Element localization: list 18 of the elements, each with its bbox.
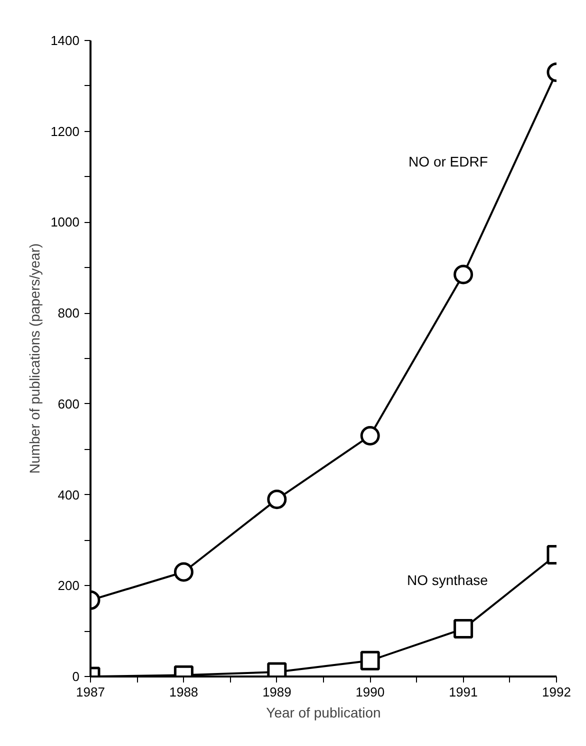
x-axis-title: Year of publication <box>266 704 381 720</box>
y-tick-label: 600 <box>58 396 80 412</box>
y-axis-title: Number of publications (papers/year) <box>26 243 43 474</box>
x-tick-label: 1988 <box>169 684 198 700</box>
x-tick-label: 1987 <box>76 684 105 700</box>
x-tick-label: 1992 <box>542 684 571 700</box>
y-tick-label: 0 <box>72 669 80 684</box>
y-tick-label: 200 <box>58 578 80 594</box>
y-tick-label: 400 <box>58 487 80 502</box>
y-tick-label: 1400 <box>50 33 80 48</box>
y-tick-label: 1000 <box>50 214 80 230</box>
series-label: NO or EDRF <box>408 153 488 170</box>
y-tick-label: 1200 <box>50 124 80 139</box>
x-tick-label: 1991 <box>448 684 478 700</box>
y-tick-label: 800 <box>58 306 80 321</box>
x-tick-label: 1989 <box>262 684 292 700</box>
x-tick-label: 1990 <box>356 684 385 700</box>
series-label: NO synthase <box>406 572 488 588</box>
